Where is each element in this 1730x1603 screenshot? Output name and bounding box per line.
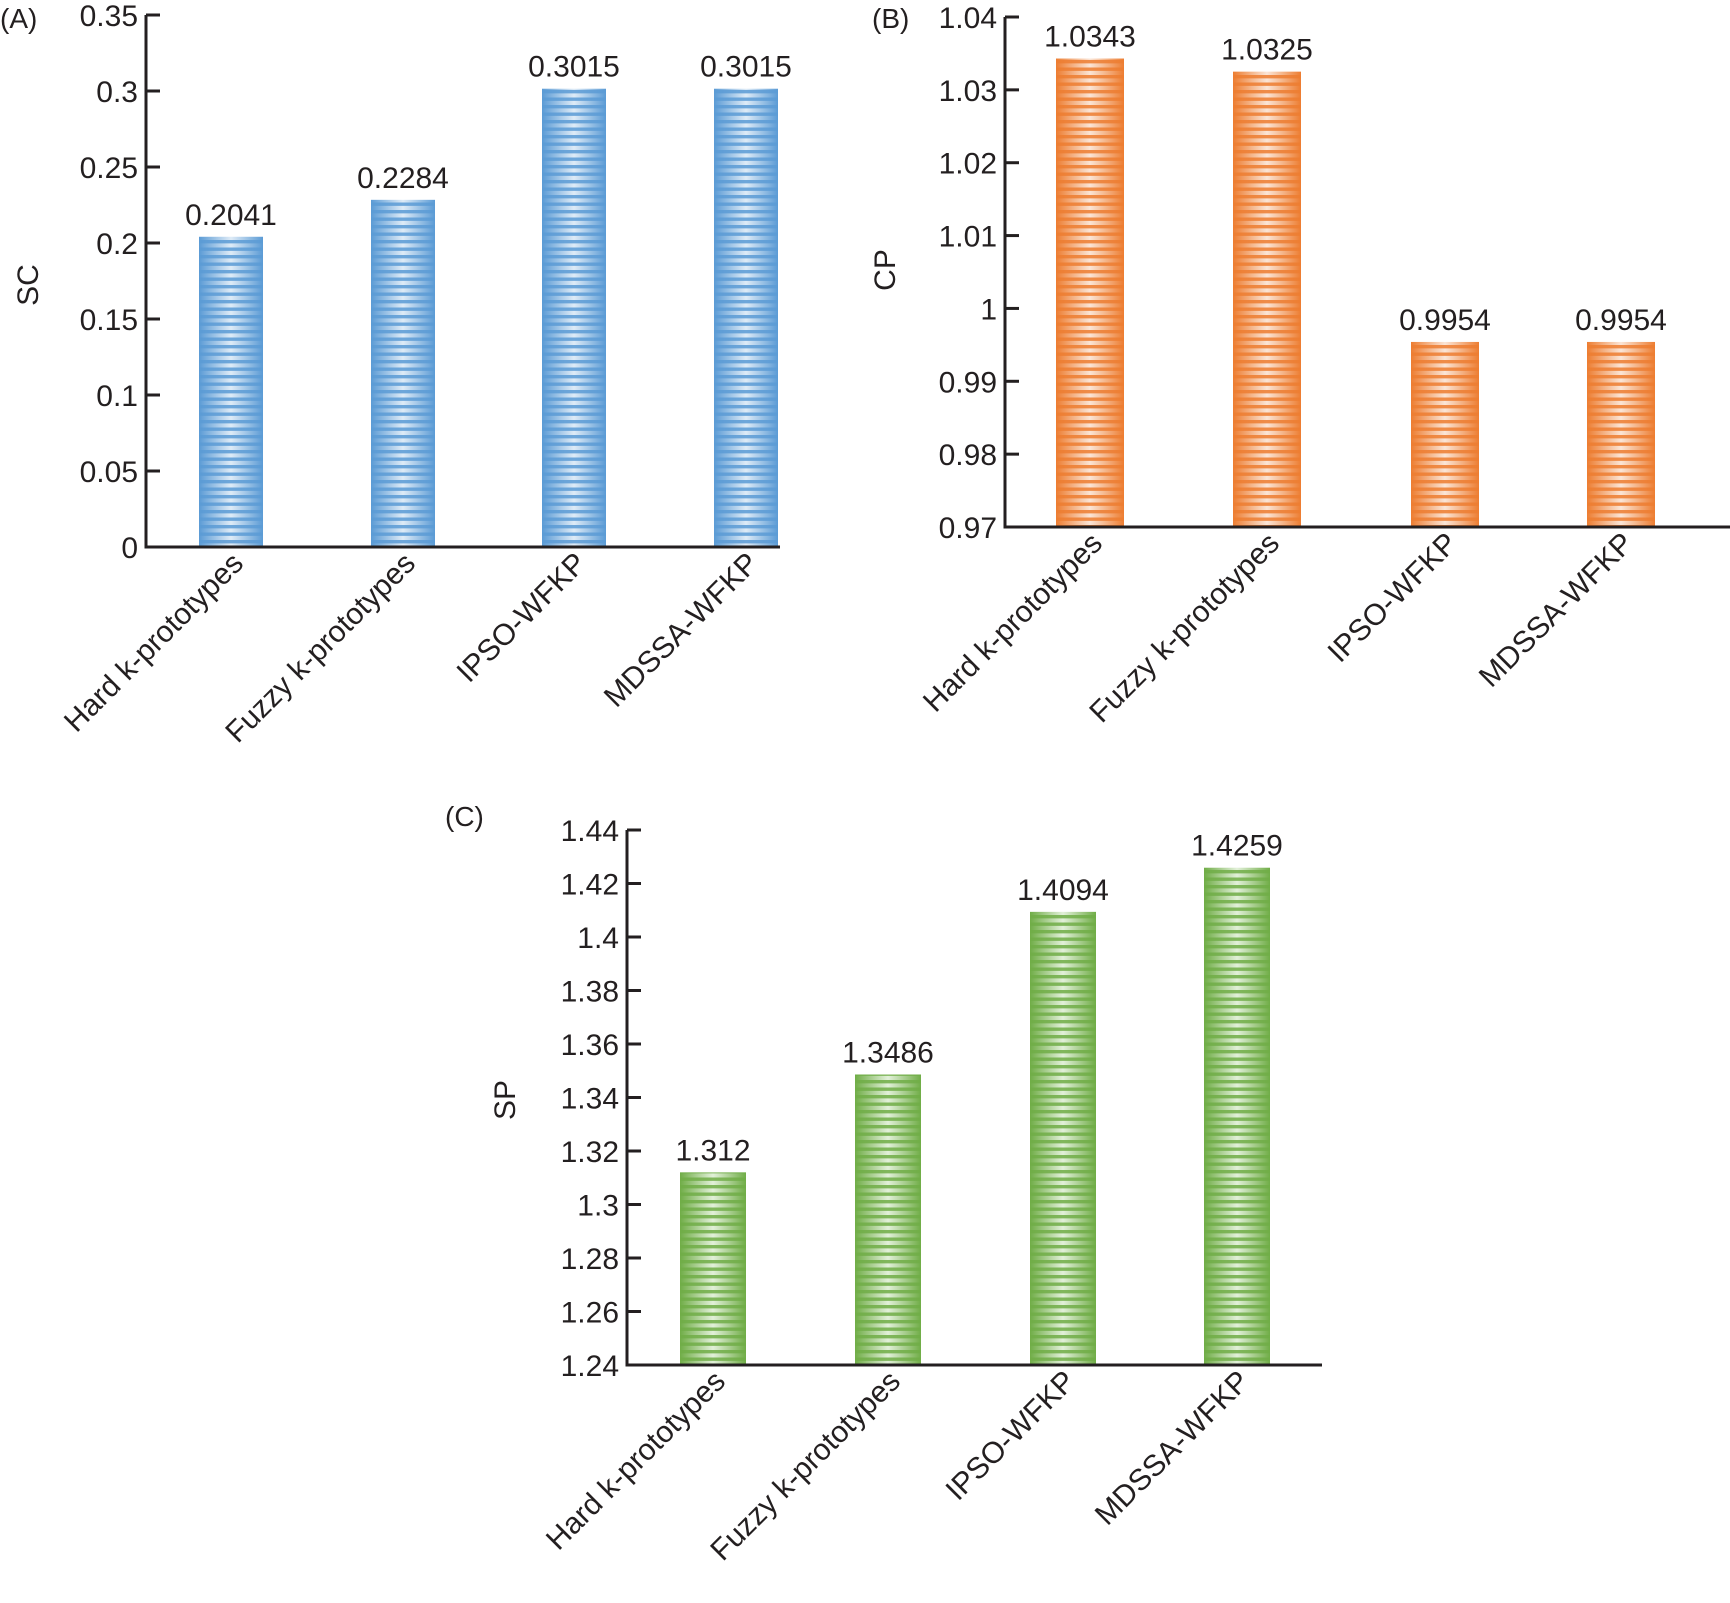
y-tick-label: 1.03 xyxy=(939,75,997,108)
bar-hard-k-prototypes xyxy=(199,236,263,547)
bar-fuzzy-k-prototypes xyxy=(1233,71,1301,528)
bar-stripes xyxy=(1411,341,1479,527)
x-tick-label: IPSO-WFKP xyxy=(1322,527,1464,669)
x-tick-label: Fuzzy k-prototypes xyxy=(219,547,422,750)
y-tick-label: 0 xyxy=(121,532,138,565)
y-tick-label: 0.3 xyxy=(96,76,138,109)
x-tick-label: Hard k-prototypes xyxy=(917,527,1109,719)
bar-mdssa-wfkp xyxy=(1204,867,1270,1365)
y-tick-label: 1.3 xyxy=(577,1190,619,1223)
bar-value-label: 1.3486 xyxy=(842,1036,934,1069)
bar-ipso-wfkp xyxy=(542,88,606,547)
y-tick-label: 0.98 xyxy=(939,439,997,472)
bar-mdssa-wfkp xyxy=(714,88,778,547)
bar-value-label: 1.312 xyxy=(675,1134,750,1167)
y-tick-label: 0.35 xyxy=(80,0,138,33)
y-tick-label: 1.44 xyxy=(561,815,619,848)
panel-c-sp-chart: (C) SP 1.312 Hard k-prototypes 1.3486 Fuzzy k… xyxy=(445,801,1322,1567)
bar-value-label: 0.3015 xyxy=(700,51,792,84)
bar-ipso-wfkp xyxy=(1030,911,1096,1365)
bar-stripes xyxy=(199,236,263,547)
bar-stripes xyxy=(542,88,606,547)
x-tick-label: IPSO-WFKP xyxy=(940,1365,1082,1507)
y-axis-title: SC xyxy=(12,264,45,306)
y-axis-title: CP xyxy=(869,249,902,291)
x-tick-label: MDSSA-WFKP xyxy=(1089,1365,1256,1532)
bar-stripes xyxy=(1056,58,1124,528)
bar-hard-k-prototypes xyxy=(680,1172,746,1365)
bar-stripes xyxy=(1587,341,1655,527)
x-tick-label: IPSO-WFKP xyxy=(451,547,593,689)
x-tick-label: MDSSA-WFKP xyxy=(598,547,765,714)
y-tick-label: 1.28 xyxy=(561,1243,619,1276)
y-tick-label: 0.25 xyxy=(80,152,138,185)
y-tick-label: 1.04 xyxy=(939,2,997,35)
panel-b-cp-chart: (B) CP 1.0343 Hard k-prototypes 1.0325 Fuzzy … xyxy=(869,2,1730,729)
bar-fuzzy-k-prototypes xyxy=(855,1074,921,1365)
y-tick-label: 1.42 xyxy=(561,869,619,902)
y-tick-label: 1.38 xyxy=(561,976,619,1009)
y-tick-label: 1.36 xyxy=(561,1029,619,1062)
panel-a-sc-chart: (A) SC 0.2041 Hard k-prototypes 0.2284 Fuzzy … xyxy=(0,0,792,749)
panel-label: (B) xyxy=(872,3,909,34)
panel-label: (C) xyxy=(445,801,484,832)
y-tick-label: 0.97 xyxy=(939,512,997,545)
bar-ipso-wfkp xyxy=(1411,341,1479,527)
bar-value-label: 1.0343 xyxy=(1044,21,1136,54)
x-tick-label: Fuzzy k-prototypes xyxy=(1083,527,1286,730)
y-tick-label: 1.4 xyxy=(577,922,619,955)
bar-stripes xyxy=(371,199,435,547)
bar-stripes xyxy=(1204,867,1270,1365)
bar-stripes xyxy=(714,88,778,547)
x-tick-label: Fuzzy k-prototypes xyxy=(704,1365,907,1568)
x-tick-label: MDSSA-WFKP xyxy=(1473,527,1640,694)
y-tick-label: 1 xyxy=(980,293,997,326)
bar-value-label: 1.0325 xyxy=(1221,34,1313,67)
y-axis-title: SP xyxy=(489,1080,522,1120)
bar-value-label: 1.4259 xyxy=(1191,830,1283,863)
bar-stripes xyxy=(1233,71,1301,528)
panel-label: (A) xyxy=(0,3,37,34)
bar-stripes xyxy=(855,1074,921,1365)
bar-value-label: 0.9954 xyxy=(1575,304,1667,337)
y-tick-label: 0.05 xyxy=(80,456,138,489)
y-tick-label: 0.2 xyxy=(96,228,138,261)
y-tick-label: 0.15 xyxy=(80,304,138,337)
y-tick-label: 1.32 xyxy=(561,1136,619,1169)
x-tick-label: Hard k-prototypes xyxy=(540,1365,732,1557)
bar-stripes xyxy=(680,1172,746,1365)
y-tick-label: 1.24 xyxy=(561,1350,619,1383)
bar-value-label: 0.9954 xyxy=(1399,304,1491,337)
bar-stripes xyxy=(1030,911,1096,1365)
bar-value-label: 1.4094 xyxy=(1017,874,1109,907)
bar-fuzzy-k-prototypes xyxy=(371,199,435,547)
x-tick-label: Hard k-prototypes xyxy=(58,547,250,739)
y-tick-label: 1.26 xyxy=(561,1297,619,1330)
bar-value-label: 0.3015 xyxy=(528,51,620,84)
y-tick-label: 1.34 xyxy=(561,1083,619,1116)
y-tick-label: 0.1 xyxy=(96,380,138,413)
bar-mdssa-wfkp xyxy=(1587,341,1655,527)
bar-value-label: 0.2284 xyxy=(357,162,449,195)
y-tick-label: 0.99 xyxy=(939,366,997,399)
bar-hard-k-prototypes xyxy=(1056,58,1124,528)
y-tick-label: 1.02 xyxy=(939,148,997,181)
y-tick-label: 1.01 xyxy=(939,221,997,254)
bar-value-label: 0.2041 xyxy=(185,199,277,232)
